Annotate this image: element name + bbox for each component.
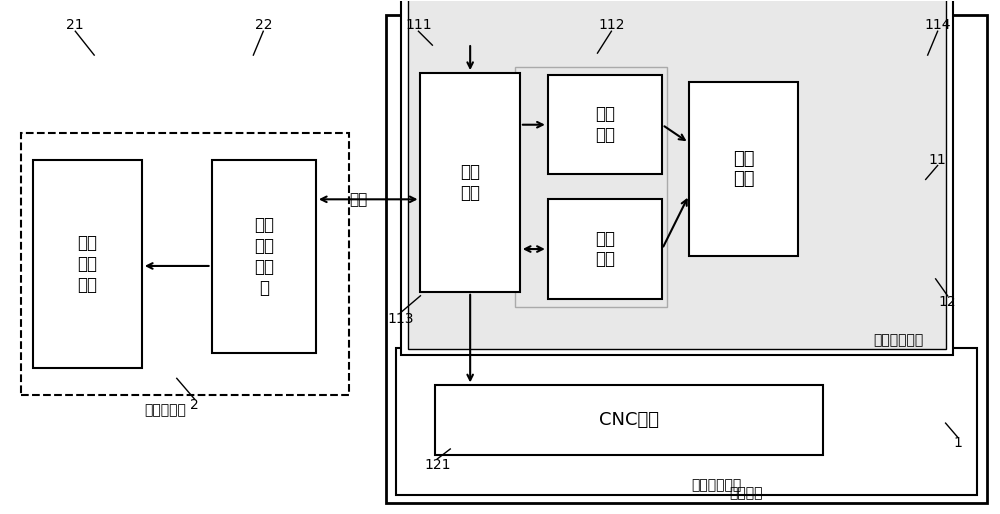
Text: 缓存
模块: 缓存 模块 — [733, 150, 754, 188]
Text: 网线: 网线 — [350, 192, 368, 207]
Text: 21: 21 — [66, 19, 84, 32]
Bar — [212, 159, 316, 354]
Bar — [548, 75, 662, 174]
Text: 客户
端服
务器: 客户 端服 务器 — [77, 234, 97, 294]
Text: 数控系统: 数控系统 — [729, 486, 763, 500]
Text: 12: 12 — [939, 295, 956, 309]
Bar — [386, 15, 987, 503]
Bar — [396, 347, 977, 494]
Text: 22: 22 — [255, 19, 272, 32]
Text: 113: 113 — [387, 311, 414, 326]
Bar — [401, 0, 953, 356]
Bar — [408, 0, 946, 348]
Text: 通信
模块: 通信 模块 — [460, 163, 480, 202]
Text: 111: 111 — [405, 19, 432, 32]
Bar — [689, 82, 798, 256]
Text: 121: 121 — [424, 458, 451, 472]
Text: 114: 114 — [924, 19, 951, 32]
Text: 工业计算机: 工业计算机 — [144, 403, 186, 417]
Bar — [548, 199, 662, 299]
Bar — [515, 67, 667, 307]
Bar — [33, 159, 142, 369]
Text: 客户
端网
络接
口: 客户 端网 络接 口 — [254, 216, 274, 297]
Bar — [435, 386, 823, 455]
Text: 2: 2 — [190, 398, 199, 412]
Text: 解码
模块: 解码 模块 — [595, 105, 615, 144]
Bar — [420, 73, 520, 292]
Text: 1: 1 — [953, 436, 962, 450]
Text: CNC内核: CNC内核 — [599, 411, 659, 429]
Text: 112: 112 — [598, 19, 625, 32]
Text: 远程监控模块: 远程监控模块 — [873, 334, 923, 347]
Bar — [21, 133, 349, 395]
Text: 数控系统本体: 数控系统本体 — [691, 478, 741, 492]
Text: 编码
模块: 编码 模块 — [595, 230, 615, 268]
Text: 11: 11 — [929, 153, 946, 167]
